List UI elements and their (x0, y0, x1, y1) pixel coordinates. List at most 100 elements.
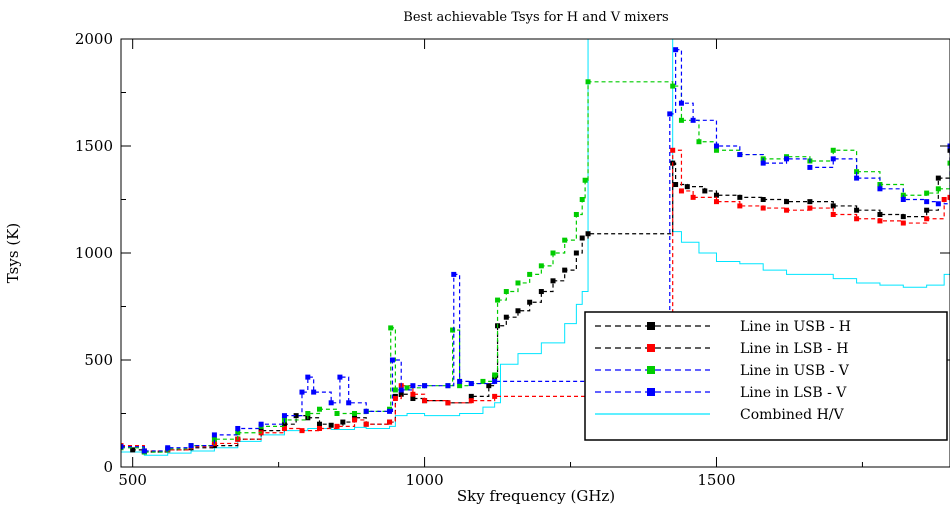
data-point (352, 417, 358, 423)
data-point (830, 203, 836, 209)
data-point (328, 400, 334, 406)
data-point (503, 314, 509, 320)
data-point (480, 378, 486, 384)
data-point (784, 156, 790, 162)
data-point (760, 160, 766, 166)
data-point (854, 216, 860, 222)
data-point (924, 190, 930, 196)
data-point (410, 383, 416, 389)
x-axis-label: Sky frequency (GHz) (457, 487, 615, 505)
series-line (121, 39, 950, 456)
data-point (387, 408, 393, 414)
data-point (550, 250, 556, 256)
legend-item: Line in LSB - H (595, 341, 849, 357)
legend-marker (647, 388, 655, 396)
data-point (445, 383, 451, 389)
data-point (673, 182, 679, 188)
data-point (579, 235, 585, 241)
data-point (492, 378, 498, 384)
data-point (235, 425, 241, 431)
legend-item: Combined H/V (595, 407, 844, 423)
legend-marker (647, 366, 655, 374)
axis-layer: 0 500 1000 1500 2000 500 1000 1500 (75, 30, 950, 489)
data-point (340, 419, 346, 425)
data-point (854, 207, 860, 213)
data-point (211, 436, 217, 442)
data-point (422, 383, 428, 389)
series-combined-h-v (121, 39, 950, 456)
data-point (165, 445, 171, 451)
series-line-in-lsb-v (121, 47, 950, 454)
legend-item: Line in LSB - V (595, 385, 847, 401)
data-point (527, 299, 533, 305)
data-point (305, 411, 311, 416)
data-point (713, 199, 719, 205)
legend-box (584, 311, 948, 441)
data-point (388, 325, 394, 331)
data-point (503, 289, 509, 295)
data-point (670, 83, 676, 89)
data-point (784, 207, 790, 213)
data-point (398, 387, 404, 393)
data-point (947, 160, 950, 166)
data-point (673, 47, 679, 53)
data-point (900, 220, 906, 226)
data-point (316, 425, 322, 431)
data-point (562, 237, 568, 243)
data-point (830, 147, 836, 153)
data-point (299, 389, 305, 395)
data-point (398, 391, 404, 397)
legend-label: Line in LSB - H (740, 341, 849, 357)
data-point (389, 357, 395, 363)
data-point (807, 199, 813, 205)
data-point (404, 385, 410, 391)
data-point (468, 393, 474, 399)
data-point (807, 205, 813, 211)
data-point (337, 374, 343, 380)
data-point (579, 197, 585, 202)
data-point (562, 267, 568, 273)
data-point (550, 278, 556, 284)
data-point (854, 169, 860, 175)
legend-marker (647, 344, 655, 352)
data-point (713, 143, 719, 149)
data-point (684, 184, 690, 190)
data-point (935, 175, 941, 181)
legend-label: Combined H/V (740, 407, 844, 423)
data-point (670, 147, 676, 153)
data-point (784, 199, 790, 205)
data-point (538, 289, 544, 295)
data-point (495, 297, 501, 303)
data-point (328, 422, 334, 428)
data-point (737, 203, 743, 209)
data-point (854, 175, 860, 181)
data-point (121, 444, 124, 450)
legend-label: Line in USB - V (740, 363, 850, 379)
legend: Line in USB - H Line in LSB - H Line in US… (584, 311, 948, 441)
data-point (281, 413, 287, 419)
data-point (486, 383, 492, 389)
y-tick-label: 2000 (75, 30, 113, 48)
legend-item: Line in USB - H (595, 319, 851, 335)
data-point (293, 413, 299, 419)
data-point (713, 192, 719, 198)
data-point (737, 152, 743, 158)
data-point (515, 308, 521, 314)
data-point (690, 117, 696, 123)
data-point (334, 423, 340, 429)
data-point (450, 327, 456, 333)
data-point (363, 421, 369, 427)
data-point (316, 406, 322, 412)
x-tick-label: 500 (118, 471, 147, 489)
data-point (468, 398, 474, 404)
data-point (392, 387, 398, 393)
data-point (678, 100, 684, 106)
data-point (877, 186, 883, 192)
data-point (585, 79, 591, 85)
data-point (305, 374, 311, 380)
series-line (121, 49, 950, 452)
data-point (900, 214, 906, 220)
series-line-in-lsb-h (121, 147, 950, 454)
data-point (737, 194, 743, 200)
